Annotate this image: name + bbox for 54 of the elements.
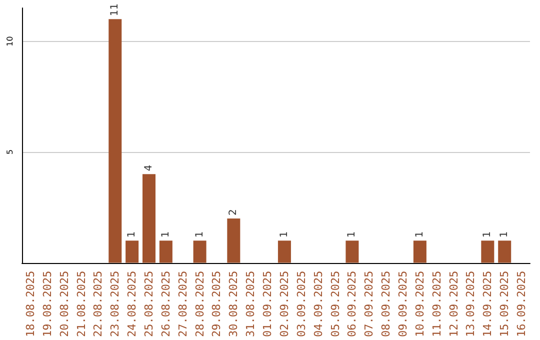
- x-tick-label: 14.09.2025: [481, 270, 494, 338]
- bar: [498, 240, 512, 263]
- x-tick-label: 02.09.2025: [278, 270, 291, 338]
- x-tick-label: 21.08.2025: [74, 270, 88, 338]
- x-tick-label: 29.08.2025: [210, 270, 224, 338]
- x-tick-label: 12.09.2025: [447, 270, 460, 338]
- x-tick-label: 26.08.2025: [159, 270, 172, 338]
- x-tick-label: 18.08.2025: [24, 270, 37, 338]
- x-tick-label: 15.09.2025: [498, 270, 512, 338]
- x-tick-label: 11.09.2025: [430, 270, 444, 338]
- data-label: 4: [144, 164, 154, 172]
- x-tick-label: 03.09.2025: [294, 270, 308, 338]
- bar: [193, 240, 206, 263]
- x-tick-label: 09.09.2025: [396, 270, 410, 338]
- x-tick-label: 24.08.2025: [126, 270, 139, 338]
- bar: [481, 240, 494, 263]
- data-label: 11: [110, 3, 121, 16]
- bar: [346, 240, 359, 263]
- data-label: 1: [499, 231, 510, 238]
- x-tick-label: 31.08.2025: [244, 270, 258, 338]
- x-tick-label: 25.08.2025: [142, 270, 156, 338]
- x-tick-label: 13.09.2025: [464, 270, 478, 338]
- bar: [159, 240, 172, 263]
- x-tick-label: 20.08.2025: [58, 270, 71, 338]
- bar: [126, 240, 139, 263]
- x-tick-label: 07.09.2025: [362, 270, 376, 338]
- x-tick-label: 16.09.2025: [515, 270, 528, 338]
- x-tick-label: 22.08.2025: [92, 270, 105, 338]
- y-tick-label: 5: [6, 149, 14, 155]
- data-label: 1: [194, 231, 206, 238]
- data-label: 1: [160, 231, 172, 238]
- bar: [413, 240, 426, 263]
- x-tick-label: 01.09.2025: [261, 270, 274, 338]
- data-label: 2: [228, 209, 240, 216]
- x-tick-label: 06.09.2025: [346, 270, 359, 338]
- data-label: 1: [414, 231, 426, 238]
- bar: [108, 19, 122, 263]
- bar: [142, 174, 156, 263]
- x-tick-label: 10.09.2025: [413, 270, 426, 338]
- y-tick-label: 10: [6, 36, 14, 46]
- x-tick-label: 30.08.2025: [227, 270, 240, 338]
- bar: [278, 240, 291, 263]
- x-tick-label: 08.09.2025: [380, 270, 393, 338]
- bar: [227, 218, 240, 263]
- x-tick-label: 27.08.2025: [176, 270, 190, 338]
- data-label: 1: [278, 231, 290, 238]
- x-tick-label: 04.09.2025: [312, 270, 325, 338]
- x-tick-label: 05.09.2025: [328, 270, 342, 338]
- x-tick-label: 28.08.2025: [193, 270, 206, 338]
- data-label: 1: [126, 231, 138, 238]
- data-label: 1: [482, 231, 494, 238]
- x-tick-label: 19.08.2025: [40, 270, 54, 338]
- x-tick-label: 23.08.2025: [108, 270, 122, 338]
- data-label: 1: [346, 231, 358, 238]
